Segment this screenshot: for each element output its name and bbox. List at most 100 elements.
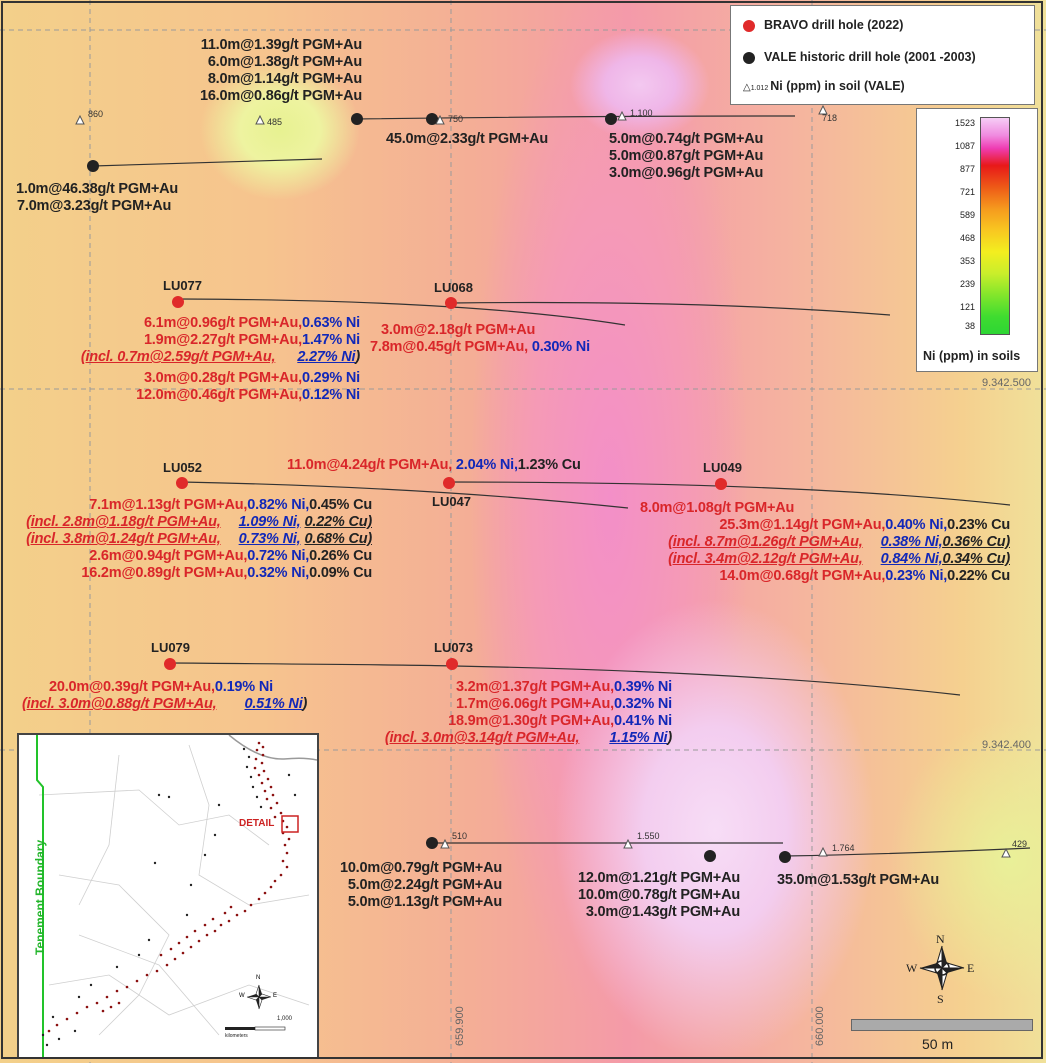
soil-samples	[75, 104, 1011, 858]
result-line: 1.9m@2.27g/t PGM+Au,1.47% Ni	[143, 332, 360, 348]
map-legend: BRAVO drill hole (2022) VALE historic dr…	[730, 5, 1035, 105]
bravo-holes	[164, 296, 727, 670]
soil-sample-triangle	[818, 104, 828, 115]
result-line: (incl. 3.4m@2.12g/t PGM+Au, 0.84% Ni,0.34…	[668, 551, 1010, 567]
bravo-drill-hole	[176, 477, 188, 489]
result-line: 18.9m@1.30g/t PGM+Au,0.41% Ni	[448, 713, 672, 729]
soil-sample-triangle	[440, 838, 450, 849]
scale-bar-label: 50 m	[922, 1036, 954, 1052]
result-line: (incl. 0.7m@2.59g/t PGM+Au, 2.27% Ni)	[80, 349, 360, 365]
result-line: 7.1m@1.13g/t PGM+Au,0.82% Ni,0.45% Cu	[89, 497, 372, 513]
triangle-icon: △	[743, 82, 751, 93]
result-line: 7.0m@3.23g/t PGM+Au	[17, 198, 172, 214]
easting-label: 659.900	[454, 1006, 466, 1046]
compass-w: W	[906, 961, 918, 975]
hole-id-lu068: LU068	[434, 280, 474, 295]
result-line: 14.0m@0.68g/t PGM+Au,0.23% Ni,0.22% Cu	[719, 568, 1010, 584]
result-line: 11.0m@1.39g/t PGM+Au	[200, 37, 362, 53]
result-line: 5.0m@1.13g/t PGM+Au	[347, 894, 502, 910]
easting-label: 660.000	[814, 1006, 826, 1046]
compass-n: N	[936, 932, 945, 946]
bravo-drill-hole	[715, 478, 727, 490]
result-line: 6.1m@0.96g/t PGM+Au,0.63% Ni	[143, 315, 360, 331]
result-line: 3.2m@1.37g/t PGM+Au,0.39% Ni	[455, 679, 672, 695]
result-line: 8.0m@1.14g/t PGM+Au	[207, 71, 362, 87]
legend-item-soil: △1.012 Ni (ppm) in soil (VALE)	[743, 79, 905, 93]
vale-drill-hole	[605, 113, 617, 125]
result-line: 3.0m@1.43g/t PGM+Au	[585, 904, 740, 920]
inset-drawing	[36, 735, 317, 1057]
inset-drill-points	[47, 741, 291, 1033]
inset-scale-unit: kilometers	[225, 1033, 248, 1039]
scale-tick: 121	[959, 302, 975, 312]
lu079-results: 20.0m@0.39g/t PGM+Au,0.19% Ni (incl. 3.0…	[22, 679, 307, 713]
black-dot-icon	[743, 51, 755, 64]
result-line: 7.8m@0.45g/t PGM+Au, 0.30% Ni	[370, 339, 590, 355]
result-line: 5.0m@0.87g/t PGM+Au	[609, 148, 764, 164]
scale-tick: 589	[959, 210, 975, 220]
hole-id-lu079: LU079	[151, 640, 191, 655]
result-line: 1.7m@6.06g/t PGM+Au,0.32% Ni	[455, 696, 672, 712]
vale-result-block: 5.0m@0.74g/t PGM+Au 5.0m@0.87g/t PGM+Au …	[609, 131, 763, 182]
result-line: 6.0m@1.38g/t PGM+Au	[207, 54, 362, 70]
northing-label: 9.342.400	[982, 739, 1031, 751]
soil-sample-triangle	[818, 846, 828, 857]
result-line: 10.0m@0.78g/t PGM+Au	[577, 887, 740, 903]
tenement-boundary-label: Tenement Boundary	[33, 839, 47, 955]
hole-id-lu077: LU077	[163, 278, 203, 293]
soil-value: 718	[822, 113, 838, 123]
inset-historic-points	[41, 747, 297, 1047]
result-line: 3.0m@2.18g/t PGM+Au	[381, 322, 536, 338]
inset-compass-icon	[246, 984, 272, 1010]
bravo-drill-hole	[445, 297, 457, 309]
soil-value: 429	[1012, 839, 1028, 849]
northing-label: 9.342.500	[982, 377, 1031, 389]
lu052-results: 7.1m@1.13g/t PGM+Au,0.82% Ni,0.45% Cu (i…	[4, 497, 372, 582]
result-line: 8.0m@1.08g/t PGM+Au	[640, 500, 795, 516]
hole-id-lu047: LU047	[432, 494, 472, 509]
compass-rose	[919, 945, 965, 991]
vale-result-line: 45.0m@2.33g/t PGM+Au	[386, 131, 549, 147]
soil-value: 485	[267, 117, 283, 127]
soil-sample-triangle	[75, 114, 85, 125]
result-line: (incl. 3.8m@1.24g/t PGM+Au, 0.73% Ni, 0.68…	[26, 531, 372, 547]
scale-tick: 721	[959, 187, 975, 197]
legend-item-bravo: BRAVO drill hole (2022)	[743, 18, 903, 32]
vale-drill-hole	[704, 850, 716, 862]
result-line: 16.2m@0.89g/t PGM+Au,0.32% Ni,0.09% Cu	[81, 565, 372, 581]
detail-box	[281, 815, 299, 833]
result-line: (incl. 2.8m@1.18g/t PGM+Au, 1.09% Ni, 0.22…	[26, 514, 372, 530]
lu068-results: 3.0m@2.18g/t PGM+Au 7.8m@0.45g/t PGM+Au,…	[370, 322, 590, 356]
lu047-results: 11.0m@4.24g/t PGM+Au, 2.04% Ni,1.23% Cu	[287, 457, 581, 473]
hole-id-lu052: LU052	[163, 460, 203, 475]
scale-tick: 468	[959, 233, 975, 243]
compass-e: E	[967, 961, 975, 975]
result-line: 16.0m@0.86g/t PGM+Au	[199, 88, 362, 104]
result-line: 3.0m@0.96g/t PGM+Au	[609, 165, 764, 181]
result-line: 12.0m@1.21g/t PGM+Au	[577, 870, 740, 886]
vale-holes	[87, 113, 791, 863]
vale-result-block: 12.0m@1.21g/t PGM+Au 10.0m@0.78g/t PGM+A…	[545, 870, 740, 921]
scale-tick: 877	[959, 164, 975, 174]
scale-tick: 1523	[954, 118, 975, 128]
color-gradient	[980, 117, 1010, 335]
soil-value: 1.550	[637, 831, 660, 841]
vale-drill-hole	[351, 113, 363, 125]
result-line: 1.0m@46.38g/t PGM+Au	[16, 181, 179, 197]
color-scale-title: Ni (ppm) in soils	[923, 349, 1021, 363]
vale-result-block: 10.0m@0.79g/t PGM+Au 5.0m@2.24g/t PGM+Au…	[310, 860, 502, 911]
result-line: 5.0m@2.24g/t PGM+Au	[347, 877, 502, 893]
vale-drill-hole	[87, 160, 99, 172]
scale-tick: 38	[964, 321, 975, 331]
scale-tick: 353	[959, 256, 975, 266]
soil-sample-triangle	[623, 838, 633, 849]
soil-sample-triangle	[435, 114, 445, 125]
vale-drill-hole	[426, 837, 438, 849]
vale-result-line: 35.0m@1.53g/t PGM+Au	[777, 872, 940, 888]
vale-drill-hole	[779, 851, 791, 863]
result-line: (incl. 3.0m@0.88g/t PGM+Au, 0.51% Ni)	[22, 696, 308, 712]
legend-item-vale: VALE historic drill hole (2001 -2003)	[743, 50, 976, 64]
red-dot-icon	[743, 19, 755, 32]
